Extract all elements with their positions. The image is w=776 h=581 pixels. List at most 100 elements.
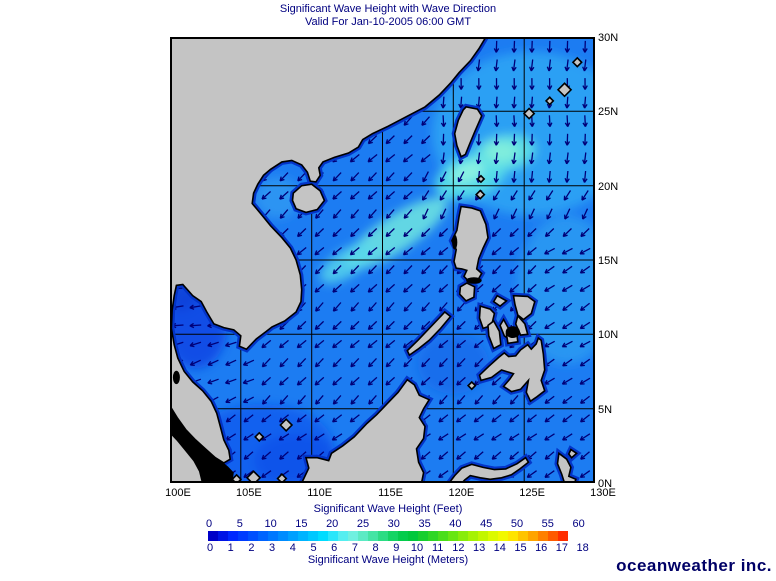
oceanweather-logo: oceanweather inc.	[616, 556, 772, 575]
feet-tick-label: 20	[326, 518, 339, 530]
colorbar-segment	[428, 531, 438, 541]
feet-tick-label: 10	[264, 518, 277, 530]
colorbar-segment	[458, 531, 468, 541]
meter-tick-label: 11	[431, 542, 444, 554]
small-island	[475, 189, 486, 200]
meter-tick-label: 1	[227, 542, 234, 554]
small-island	[279, 418, 294, 432]
colorbar-meters-label: Significant Wave Height (Meters)	[307, 554, 469, 566]
colorbar-segment	[348, 531, 358, 541]
colorbar-segment	[518, 531, 528, 541]
feet-tick-label: 35	[418, 518, 431, 530]
meter-tick-label: 7	[351, 542, 358, 554]
feet-tick-label: 45	[480, 518, 493, 530]
meter-tick-label: 16	[535, 542, 548, 554]
feet-tick-label: 5	[236, 518, 243, 530]
colorbar-segment	[248, 531, 258, 541]
meter-tick-label: 15	[514, 542, 527, 554]
meter-tick-label: 18	[576, 542, 589, 554]
colorbar-segment	[328, 531, 338, 541]
colorbar-segment	[508, 531, 518, 541]
x-axis-label: 100E	[165, 487, 191, 499]
small-island	[522, 107, 536, 120]
meter-tick-label: 4	[289, 542, 296, 554]
colorbar-segment	[438, 531, 448, 541]
wave-map-svg	[170, 37, 595, 483]
y-axis-label: 10N	[598, 329, 619, 342]
feet-tick-label: 60	[572, 518, 585, 530]
x-axis-label: 120E	[448, 487, 475, 499]
x-axis-label: 110E	[307, 487, 333, 499]
small-island	[556, 82, 573, 98]
colorbar-segment	[548, 531, 558, 541]
feet-tick-label: 0	[205, 518, 213, 530]
colorbar-segment	[538, 531, 548, 541]
small-island	[254, 431, 265, 443]
colorbar-segment	[468, 531, 478, 541]
landmasses	[170, 37, 583, 483]
meter-tick-label: 3	[269, 542, 276, 554]
meter-tick-label: 2	[248, 542, 255, 554]
meter-tick-label: 9	[393, 542, 400, 554]
small-island	[571, 56, 583, 68]
map-canvas	[170, 37, 595, 483]
wave-height-colorbar	[208, 531, 568, 541]
colorbar-segment	[498, 531, 508, 541]
colorbar-segment	[488, 531, 498, 541]
colorbar-segment	[258, 531, 268, 541]
meter-tick-label: 12	[452, 542, 465, 554]
colorbar-segment	[338, 531, 348, 541]
feet-tick-label: 40	[449, 518, 462, 530]
colorbar-segment	[448, 531, 458, 541]
colorbar-segment	[268, 531, 278, 541]
small-island	[466, 380, 477, 391]
colorbar-segment	[378, 531, 388, 541]
y-axis-label: 30N	[598, 32, 619, 44]
x-axis-label: 105E	[235, 487, 262, 499]
meter-tick-label: 5	[310, 542, 317, 554]
meter-tick-label: 13	[472, 542, 486, 554]
colorbar-segment	[368, 531, 378, 541]
meter-tick-label: 0	[206, 542, 214, 554]
colorbar-segment	[528, 531, 538, 541]
colorbar-segment	[308, 531, 318, 541]
colorbar-segment	[558, 531, 568, 541]
colorbar-segment	[398, 531, 408, 541]
no-data-blobs	[172, 234, 520, 385]
y-axis-label: 20N	[598, 180, 619, 193]
small-island	[544, 96, 555, 106]
colorbar-segment	[208, 531, 218, 541]
colorbar-segment	[278, 531, 288, 541]
meter-tick-label: 14	[493, 542, 506, 554]
feet-tick-label: 25	[356, 518, 370, 530]
colorbar-feet-label: Significant Wave Height (Feet)	[313, 503, 463, 515]
x-axis-label: 115E	[378, 487, 403, 499]
x-axis-label: 130E	[590, 487, 616, 499]
colorbar-segment	[288, 531, 298, 541]
meter-tick-label: 6	[331, 542, 338, 554]
colorbar-segment	[408, 531, 418, 541]
colorbar-segment	[238, 531, 248, 541]
x-axis-label: 125E	[519, 487, 546, 499]
y-axis-label: 25N	[598, 106, 619, 119]
colorbar-segment	[418, 531, 428, 541]
meter-tick-label: 10	[410, 542, 424, 554]
colorbar-segment	[478, 531, 488, 541]
colorbar-segment	[318, 531, 328, 541]
feet-tick-label: 15	[295, 518, 308, 530]
map-border	[170, 37, 595, 483]
y-axis-label: 5N	[598, 403, 613, 416]
small-island	[476, 174, 486, 184]
feet-tick-label: 55	[541, 518, 554, 530]
page-title: Significant Wave Height with Wave Direct…	[279, 3, 497, 15]
feet-tick-label: 30	[387, 518, 400, 530]
y-axis-label: 0N	[598, 478, 613, 490]
meter-tick-label: 17	[555, 542, 569, 554]
feet-tick-label: 50	[510, 518, 524, 530]
meter-tick-label: 8	[372, 542, 379, 554]
colorbar-segment	[358, 531, 368, 541]
valid-time-subtitle: Valid For Jan-10-2005 06:00 GMT	[304, 16, 472, 28]
colorbar-segment	[298, 531, 308, 541]
colorbar-segment	[388, 531, 398, 541]
